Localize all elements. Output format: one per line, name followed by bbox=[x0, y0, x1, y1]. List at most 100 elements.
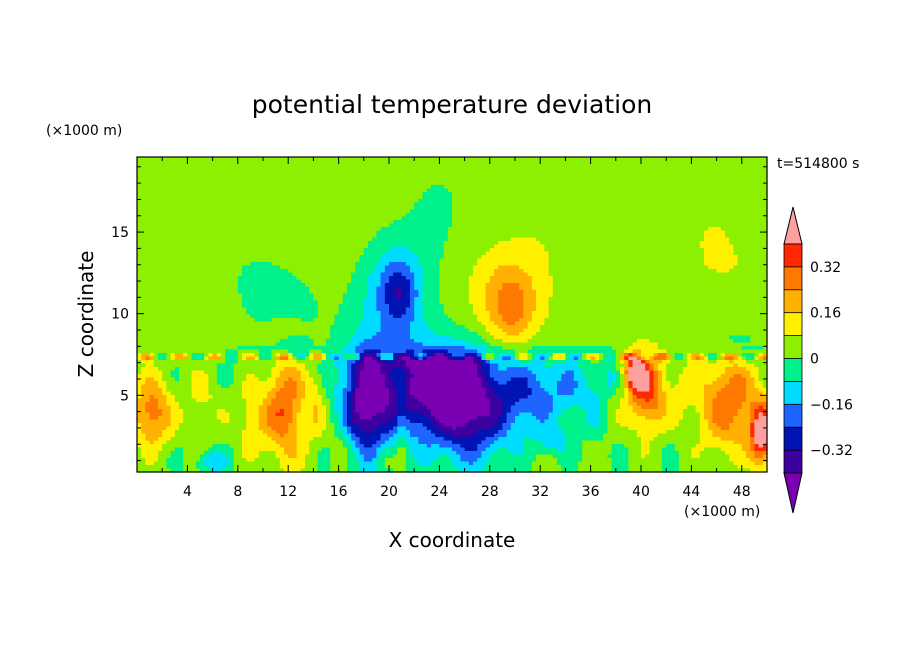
contour-cell bbox=[485, 377, 495, 382]
contour-cell bbox=[162, 388, 167, 393]
contour-cell bbox=[330, 458, 348, 463]
contour-cell bbox=[758, 356, 764, 361]
contour-cell bbox=[300, 409, 314, 414]
contour-cell bbox=[137, 381, 146, 386]
contour-cell bbox=[452, 213, 768, 218]
contour-cell bbox=[355, 454, 365, 459]
contour-cell bbox=[481, 360, 487, 365]
contour-cell bbox=[666, 430, 701, 435]
contour-cell bbox=[242, 384, 277, 389]
contour-cell bbox=[363, 307, 377, 312]
contour-cell bbox=[452, 209, 768, 214]
contour-cell bbox=[544, 318, 768, 323]
contour-cell bbox=[162, 409, 172, 414]
contour-cell bbox=[750, 430, 755, 435]
contour-cell bbox=[443, 255, 482, 260]
contour-cell bbox=[397, 391, 407, 396]
contour-cell bbox=[456, 465, 487, 470]
contour-cell bbox=[380, 433, 394, 438]
contour-cell bbox=[376, 293, 386, 298]
contour-cell bbox=[372, 269, 386, 274]
contour-cell bbox=[355, 402, 390, 407]
contour-cell bbox=[498, 363, 545, 368]
contour-cell bbox=[502, 356, 512, 361]
contour-cell bbox=[599, 412, 608, 417]
contour-cell bbox=[313, 356, 323, 361]
contour-cell bbox=[258, 426, 272, 431]
contour-cell bbox=[519, 398, 554, 403]
contour-cell bbox=[506, 321, 516, 326]
contour-cell bbox=[405, 440, 419, 445]
contour-cell bbox=[179, 402, 247, 407]
contour-cell bbox=[317, 363, 335, 368]
contour-cell bbox=[137, 388, 142, 393]
contour-cell bbox=[536, 307, 550, 312]
contour-cell bbox=[359, 440, 377, 445]
contour-cell bbox=[439, 290, 470, 295]
contour-cell bbox=[536, 416, 550, 421]
contour-cell bbox=[569, 356, 575, 361]
contour-cell bbox=[435, 353, 445, 358]
contour-cell bbox=[443, 304, 474, 309]
contour-cell bbox=[557, 384, 579, 389]
contour-cell bbox=[624, 391, 629, 396]
contour-cell bbox=[712, 402, 743, 407]
contour-cell bbox=[552, 356, 566, 361]
contour-cell bbox=[292, 412, 298, 417]
contour-cell bbox=[414, 353, 419, 358]
contour-cell bbox=[296, 430, 323, 435]
contour-cell bbox=[704, 409, 713, 414]
contour-cell bbox=[695, 356, 701, 361]
contour-cell bbox=[624, 395, 629, 400]
contour-cell bbox=[326, 412, 331, 417]
contour-cell bbox=[296, 412, 314, 417]
contour-cell bbox=[326, 353, 331, 358]
contour-cell bbox=[720, 227, 768, 232]
contour-cell bbox=[481, 335, 495, 340]
contour-cell bbox=[225, 349, 239, 354]
contour-cell bbox=[418, 199, 453, 204]
contour-cell bbox=[653, 353, 659, 358]
contour-cell bbox=[321, 381, 340, 386]
contour-cell bbox=[342, 300, 365, 305]
contour-cell bbox=[389, 370, 407, 375]
contour-cell bbox=[607, 374, 617, 379]
contour-cell bbox=[704, 262, 739, 267]
contour-cell bbox=[347, 451, 356, 456]
contour-cell bbox=[536, 237, 705, 242]
contour-cell bbox=[548, 272, 768, 277]
contour-cell bbox=[237, 283, 306, 288]
contour-cell bbox=[548, 251, 705, 256]
contour-cell bbox=[393, 444, 411, 449]
contour-cell bbox=[330, 353, 344, 358]
contour-cell bbox=[170, 409, 184, 414]
contour-cell bbox=[317, 451, 331, 456]
contour-cell bbox=[536, 374, 562, 379]
contour-cell bbox=[691, 353, 701, 358]
contour-cell bbox=[233, 381, 243, 386]
contour-cell bbox=[221, 468, 235, 473]
contour-cell bbox=[477, 356, 482, 361]
contour-cell bbox=[746, 398, 768, 403]
contour-cell bbox=[422, 402, 491, 407]
contour-cell bbox=[359, 360, 365, 365]
contour-cell bbox=[649, 367, 655, 372]
contour-cell bbox=[334, 363, 348, 368]
contour-cell bbox=[158, 416, 172, 421]
contour-cell bbox=[363, 360, 377, 365]
contour-cell bbox=[607, 377, 617, 382]
contour-cell bbox=[393, 353, 398, 358]
contour-cell bbox=[288, 426, 298, 431]
x-tick-label: 20 bbox=[380, 484, 398, 500]
contour-cell bbox=[662, 374, 667, 379]
contour-cell bbox=[174, 398, 197, 403]
contour-cell bbox=[460, 458, 478, 463]
contour-cell bbox=[699, 412, 705, 417]
contour-cell bbox=[481, 451, 495, 456]
contour-cell bbox=[502, 286, 520, 291]
contour-cell bbox=[162, 433, 176, 438]
contour-cell bbox=[334, 395, 344, 400]
contour-cell bbox=[233, 367, 272, 372]
contour-cell bbox=[573, 391, 596, 396]
contour-cell bbox=[485, 251, 550, 256]
